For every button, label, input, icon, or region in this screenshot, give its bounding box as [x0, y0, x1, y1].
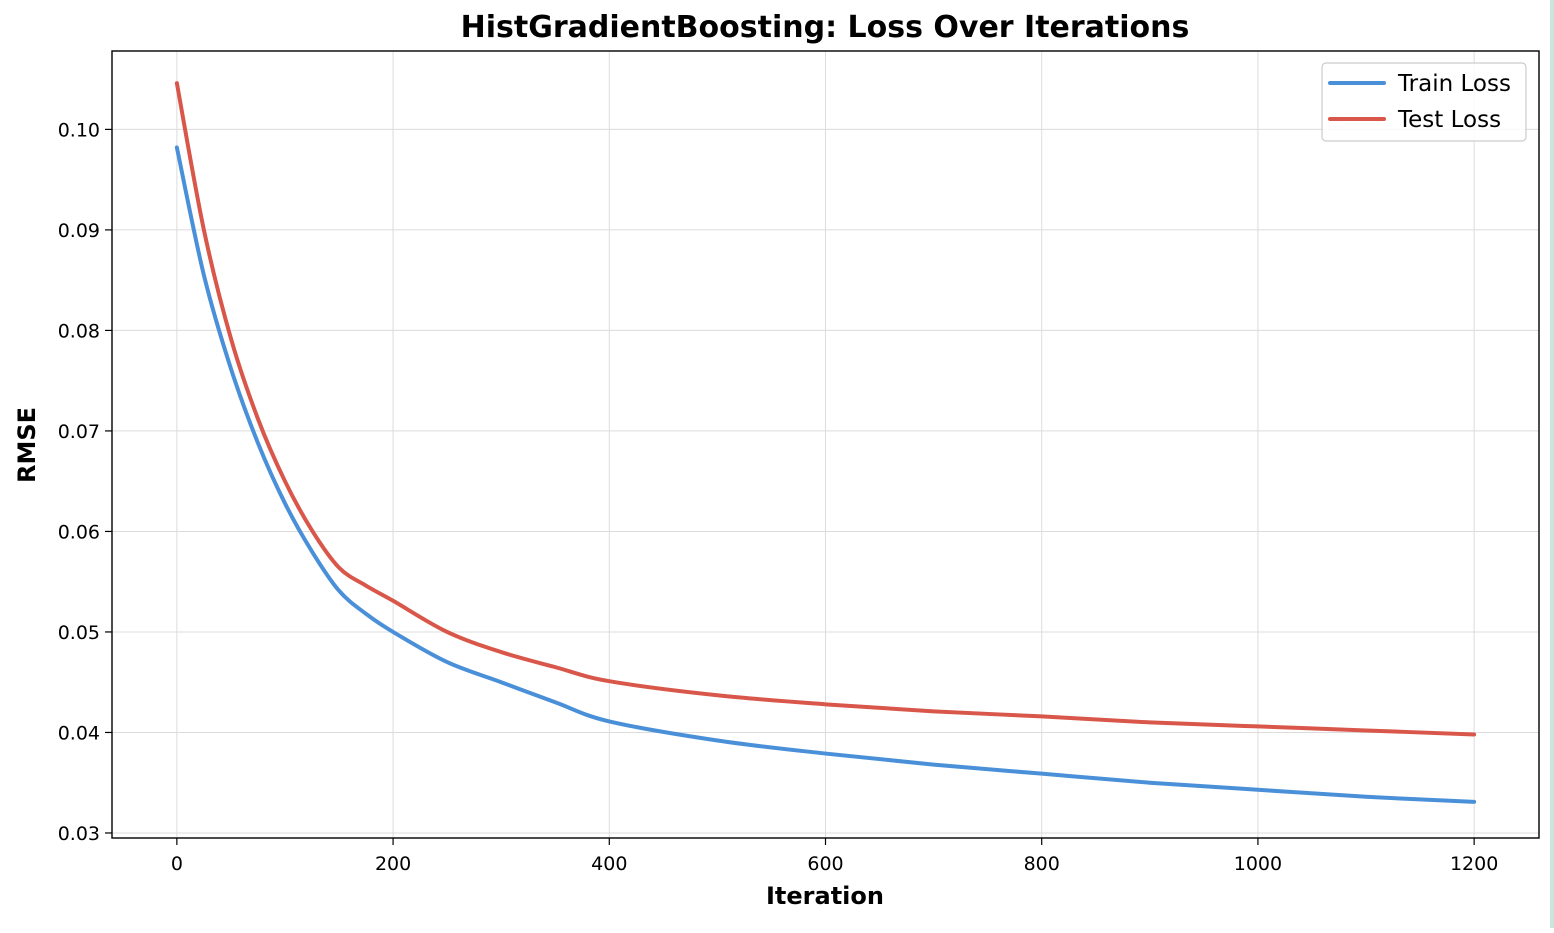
- y-tick-label: 0.04: [58, 722, 100, 744]
- legend-label-train-loss: Train Loss: [1397, 71, 1511, 97]
- x-tick-label: 200: [375, 853, 411, 875]
- series-lines: [174, 81, 1477, 804]
- x-tick-label: 1200: [1450, 853, 1498, 875]
- x-tick-label: 800: [1024, 853, 1060, 875]
- test-loss-line: [174, 81, 1477, 737]
- x-tick-label: 0: [171, 853, 183, 875]
- grid-lines: [112, 51, 1539, 838]
- axis-ticks: 0 200 400 600 800 1000 1200 0.03 0.04 0.05 0.06 0.0…: [58, 119, 1499, 875]
- legend: Train Loss Test Loss: [1321, 62, 1527, 142]
- y-tick-label: 0.07: [58, 421, 100, 443]
- chart-title: HistGradientBoosting: Loss Over Iteratio…: [461, 10, 1190, 45]
- y-tick-label: 0.09: [58, 220, 100, 242]
- x-tick-label: 600: [807, 853, 843, 875]
- right-edge-strip: [1550, 0, 1554, 928]
- legend-items: Train Loss Test Loss: [1328, 71, 1511, 133]
- x-tick-label: 1000: [1234, 853, 1282, 875]
- plot-frame: [111, 50, 1540, 839]
- y-tick-label: 0.06: [58, 521, 100, 543]
- y-tick-label: 0.03: [58, 823, 100, 845]
- y-axis-label: RMSE: [13, 407, 41, 483]
- y-tick-label: 0.10: [58, 119, 100, 141]
- y-tick-label: 0.05: [58, 622, 100, 644]
- y-tick-label: 0.08: [58, 320, 100, 342]
- legend-label-test-loss: Test Loss: [1397, 107, 1501, 133]
- train-loss-line: [174, 145, 1477, 804]
- x-tick-label: 400: [591, 853, 627, 875]
- x-axis-label: Iteration: [766, 882, 884, 910]
